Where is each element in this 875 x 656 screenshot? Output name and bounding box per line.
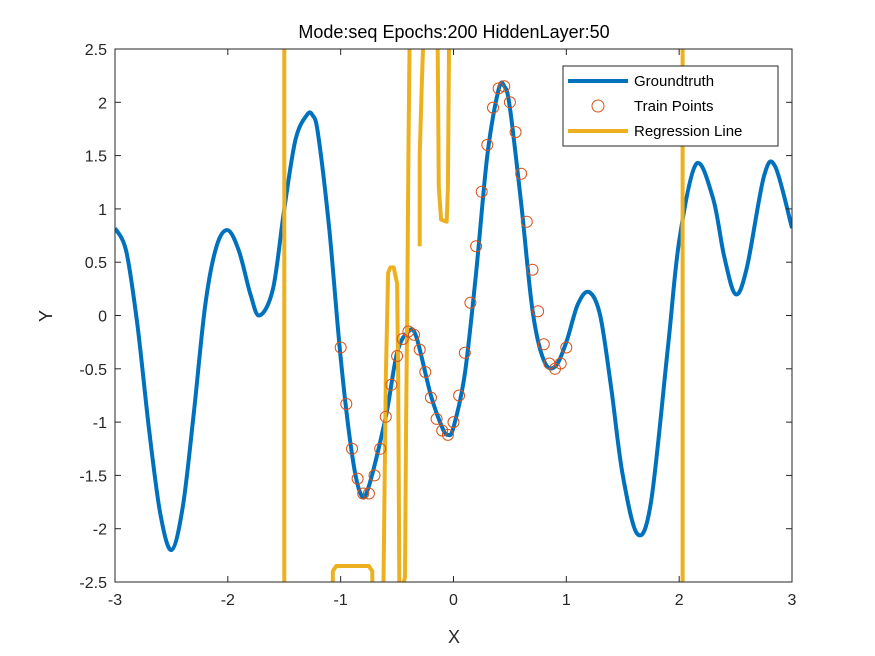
train-point [408, 328, 420, 341]
y-tick-label: 1 [98, 202, 107, 219]
train-point [481, 138, 494, 151]
regression-line-segment [417, 49, 425, 247]
train-point [413, 343, 426, 356]
y-tick-label: -2 [93, 522, 107, 539]
train-point [470, 240, 483, 253]
train-point [340, 398, 353, 410]
legend-label-groundtruth: Groundtruth [634, 73, 714, 90]
x-tick-label: -1 [334, 592, 348, 609]
train-point [487, 101, 499, 114]
train-point [419, 366, 432, 378]
train-point [346, 442, 358, 455]
train-point [503, 96, 516, 109]
train-point [362, 487, 375, 500]
train-point [424, 391, 437, 404]
x-tick-label: 1 [562, 592, 571, 609]
train-point [560, 341, 573, 354]
legend-swatch-train-points [591, 99, 605, 113]
train-point [515, 167, 528, 180]
plot-lines [115, 49, 792, 582]
x-tick-label: 3 [788, 592, 797, 609]
legend-label-train-points: Train Points [634, 98, 713, 115]
regression-line-segment [381, 265, 402, 582]
legend: Groundtruth Train Points Regression Line [562, 65, 779, 147]
y-tick-label: -1 [93, 415, 107, 432]
train-point [391, 350, 404, 362]
regression-line-segment [435, 49, 451, 224]
train-point [475, 185, 488, 198]
train-point [402, 325, 415, 338]
train-point [385, 378, 398, 391]
train-point [464, 296, 477, 309]
train-point [374, 442, 387, 455]
train-point [334, 341, 347, 354]
y-tick-label: 1.5 [85, 149, 107, 166]
train-point [453, 389, 466, 402]
y-tick-label: 0.5 [85, 255, 107, 272]
train-point [430, 412, 443, 425]
y-axis-label: Y [36, 310, 56, 322]
train-point [379, 410, 392, 423]
x-tick-label: -3 [108, 592, 122, 609]
train-point [396, 333, 409, 345]
y-tick-label: 2 [98, 95, 107, 112]
train-point [441, 428, 454, 441]
plot-markers [334, 80, 573, 500]
train-point [532, 305, 545, 318]
y-tick-label: -0.5 [79, 362, 107, 379]
train-point [492, 82, 505, 95]
legend-label-regression-line: Regression Line [634, 123, 742, 140]
regression-line-segment [330, 564, 375, 582]
train-point [498, 80, 511, 93]
train-point [458, 346, 471, 359]
axis-ticks: -3 -2 -1 0 1 2 3 -2.5 -2 -1.5 -1 -0.5 0 0.5 1 1.5 2 2.5 [79, 42, 796, 609]
y-tick-label: -2.5 [79, 575, 107, 592]
train-point [357, 487, 370, 500]
train-point [526, 263, 539, 276]
train-point [554, 357, 567, 370]
train-point [509, 126, 522, 139]
y-tick-label: 0 [98, 309, 107, 326]
train-point [537, 338, 550, 351]
train-point [447, 416, 460, 429]
x-tick-label: 2 [675, 592, 684, 609]
regression-line-segment [401, 49, 412, 582]
train-point [520, 215, 533, 228]
chart-title: Mode:seq Epochs:200 HiddenLayer:50 [298, 22, 609, 42]
y-tick-label: 2.5 [85, 42, 107, 59]
x-tick-label: 0 [449, 592, 458, 609]
x-tick-label: -2 [221, 592, 235, 609]
groundtruth-line [115, 80, 792, 552]
train-point [351, 472, 364, 485]
y-tick-label: -1.5 [79, 468, 107, 485]
train-point [368, 469, 381, 482]
x-axis-label: X [448, 627, 460, 647]
